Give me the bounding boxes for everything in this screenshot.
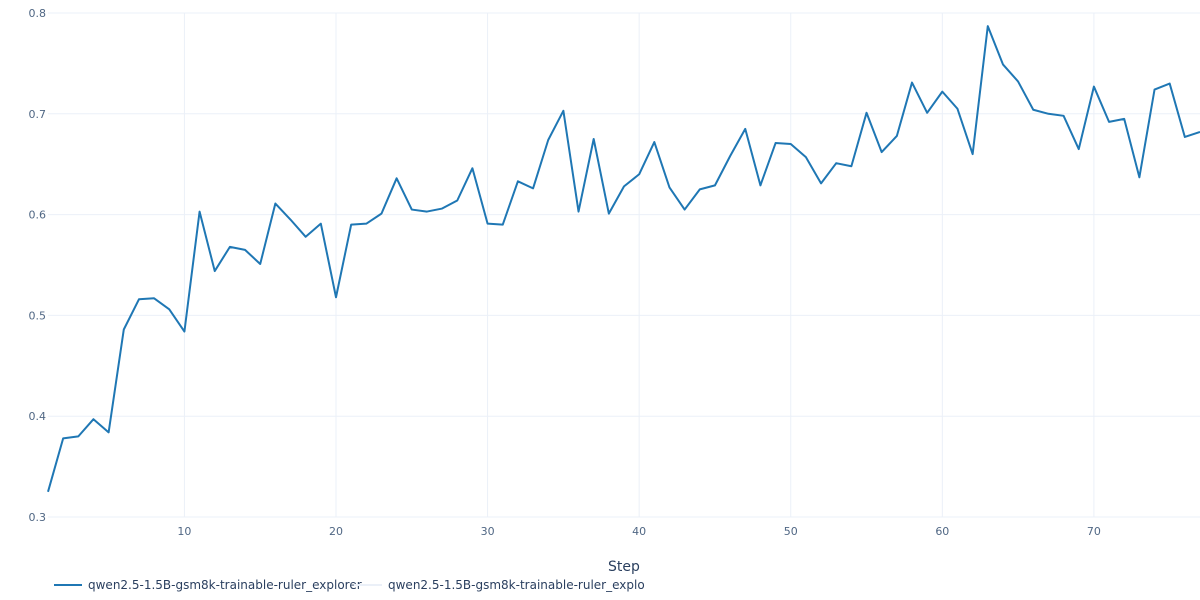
y-tick-label: 0.5 (29, 309, 47, 322)
legend-label-explo: qwen2.5-1.5B-gsm8k-trainable-ruler_explo (388, 578, 645, 592)
legend[interactable]: qwen2.5-1.5B-gsm8k-trainable-ruler_explo… (54, 578, 645, 592)
y-tick-label: 0.3 (29, 511, 47, 524)
y-tick-label: 0.6 (29, 209, 47, 222)
x-tick-label: 70 (1087, 525, 1101, 538)
x-axis-ticks: 10 20 30 40 50 60 70 (177, 525, 1100, 538)
legend-item-explo[interactable]: qwen2.5-1.5B-gsm8k-trainable-ruler_explo (354, 578, 645, 592)
legend-label-explorer: qwen2.5-1.5B-gsm8k-trainable-ruler_explo… (88, 578, 362, 592)
y-tick-label: 0.7 (29, 108, 47, 121)
series-lines (47, 25, 1200, 493)
x-tick-label: 60 (935, 525, 949, 538)
x-tick-label: 40 (632, 525, 646, 538)
series-line-0[interactable] (47, 25, 1200, 493)
legend-item-explorer[interactable]: qwen2.5-1.5B-gsm8k-trainable-ruler_explo… (54, 578, 362, 592)
x-tick-label: 50 (784, 525, 798, 538)
x-tick-label: 20 (329, 525, 343, 538)
x-axis-title: Step (608, 559, 640, 575)
x-tick-label: 10 (177, 525, 191, 538)
y-axis-ticks: 0.3 0.4 0.5 0.6 0.7 0.8 (29, 7, 47, 524)
grid-lines (48, 12, 1200, 518)
x-tick-label: 30 (481, 525, 495, 538)
y-tick-label: 0.8 (29, 7, 47, 20)
y-tick-label: 0.4 (29, 410, 47, 423)
